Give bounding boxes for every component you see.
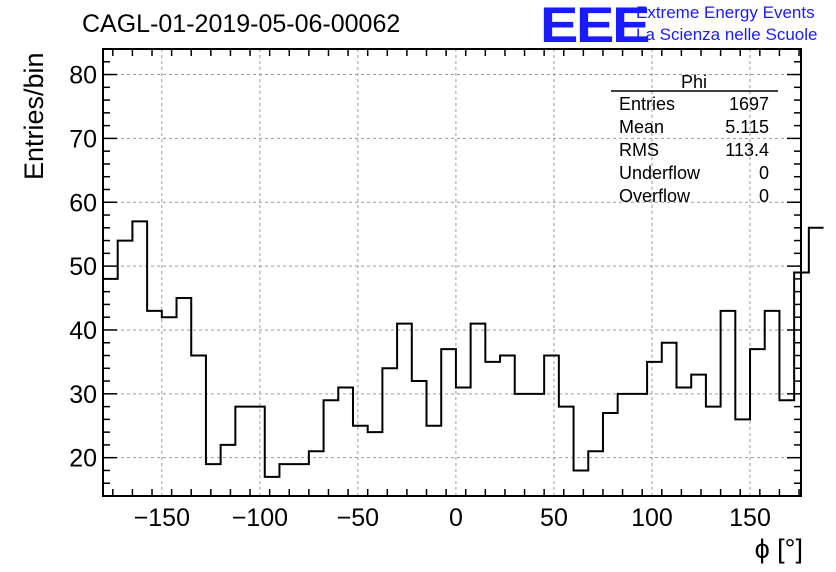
grid-lines — [103, 49, 801, 496]
stats-label: Underflow — [619, 163, 701, 183]
y-tick-label: 50 — [69, 253, 97, 281]
stats-value: 5.115 — [725, 117, 769, 137]
stats-box: Phi Entries 1697 Mean 5.115 RMS 113.4 Underflo… — [611, 72, 778, 206]
stats-label: Entries — [619, 94, 675, 114]
y-tick-label: 60 — [69, 189, 97, 217]
plot-frame — [102, 48, 802, 497]
y-axis-title: Entries/bin — [19, 52, 49, 180]
y-tick-label: 20 — [69, 445, 97, 473]
y-tick-label: 80 — [69, 62, 97, 90]
stats-value: 0 — [759, 163, 769, 183]
x-tick-label: 50 — [540, 504, 568, 532]
y-tick-labels: 20 30 40 50 60 70 80 — [69, 62, 97, 473]
x-tick-label: 150 — [729, 504, 771, 532]
axis-ticks — [103, 49, 801, 496]
x-tick-label: −150 — [134, 504, 190, 532]
eee-logo: EEE — [540, 0, 650, 53]
stats-label: Mean — [619, 117, 664, 137]
stats-label: RMS — [619, 140, 659, 160]
x-axis-title: ϕ [°] — [755, 534, 803, 564]
stats-value: 0 — [759, 186, 769, 206]
chart-title: CAGL-01-2019-05-06-00062 — [82, 10, 401, 38]
y-tick-label: 40 — [69, 317, 97, 345]
stats-title: Phi — [681, 72, 707, 92]
x-tick-label: 100 — [631, 504, 673, 532]
x-tick-labels: −150 −100 −50 0 50 100 150 — [134, 504, 771, 532]
histogram-series — [103, 220, 824, 478]
y-tick-label: 70 — [69, 125, 97, 153]
logo-line-1: Extreme Energy Events — [636, 3, 815, 22]
stats-label: Overflow — [619, 186, 691, 206]
stats-value: 113.4 — [725, 140, 769, 160]
x-tick-label: −100 — [232, 504, 288, 532]
stats-value: 1697 — [729, 94, 769, 114]
x-tick-label: 0 — [449, 504, 463, 532]
logo-line-2: La Scienza nelle Scuole — [636, 25, 818, 44]
y-tick-label: 30 — [69, 381, 97, 409]
x-tick-label: −50 — [337, 504, 379, 532]
